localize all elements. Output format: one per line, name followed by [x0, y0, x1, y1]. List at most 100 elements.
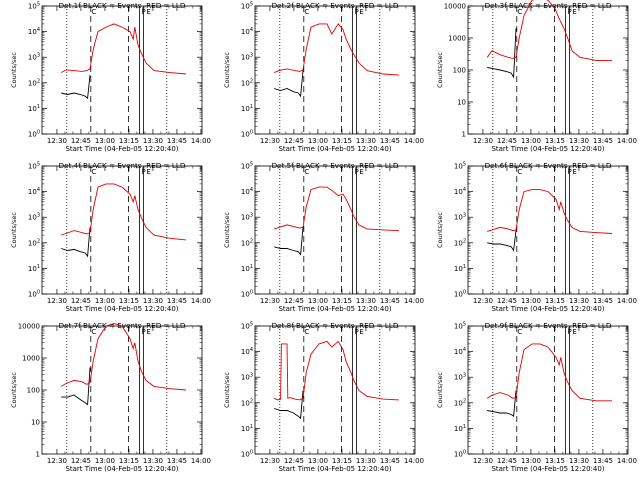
- x-tick-label: 12:45: [497, 457, 517, 465]
- x-tick-label: 13:15: [332, 137, 352, 145]
- x-tick-label: 13:15: [332, 297, 352, 305]
- marker-label-p: P: [141, 168, 145, 176]
- chart-panel-1: Det 1f BLACK = Events, RED = LLD 100 101 10…: [10, 1, 211, 153]
- plot-frame: [467, 325, 629, 455]
- x-tick-label: 13:15: [119, 457, 139, 465]
- x-tick-label: 13:30: [356, 137, 376, 145]
- marker-label-e: E: [572, 328, 576, 336]
- y-tick-label: 101: [28, 104, 40, 113]
- y-tick-label: 105: [454, 162, 466, 171]
- x-tick-label: 13:00: [95, 137, 115, 145]
- y-tick-label: 100: [241, 130, 253, 139]
- x-tick-label: 13:45: [380, 137, 400, 145]
- y-tick-label: 104: [28, 27, 40, 36]
- plot-frame: [254, 165, 416, 295]
- y-tick-label: 104: [454, 187, 466, 196]
- plot-frame: [254, 5, 416, 135]
- x-tick-label: 13:00: [308, 137, 328, 145]
- chart-title: Det 8f BLACK = Events, RED = LLD: [272, 321, 399, 330]
- x-tick-label: 13:00: [308, 457, 328, 465]
- x-tick-label: 13:30: [569, 297, 589, 305]
- x-tick-label: 13:15: [545, 137, 565, 145]
- y-tick-label: 10: [31, 419, 40, 427]
- y-tick-label: 104: [241, 187, 253, 196]
- x-tick-label: 12:30: [47, 137, 67, 145]
- x-tick-label: 13:15: [545, 297, 565, 305]
- x-tick-label: 14:00: [191, 457, 211, 465]
- plot-frame: [467, 5, 629, 135]
- marker-label-p: P: [141, 328, 145, 336]
- x-tick-label: 13:00: [95, 297, 115, 305]
- y-tick-label: 101: [454, 264, 466, 273]
- x-tick-label: 12:45: [497, 137, 517, 145]
- x-tick-label: 13:30: [143, 457, 163, 465]
- marker-label-c: C: [91, 8, 96, 16]
- x-tick-label: 12:30: [473, 457, 493, 465]
- x-axis-label: Start Time (04-Feb-05 12:20:40): [278, 145, 391, 153]
- marker-label-c: C: [91, 168, 96, 176]
- x-tick-label: 13:45: [593, 297, 613, 305]
- chart-title: Det 1f BLACK = Events, RED = LLD: [59, 1, 186, 10]
- x-tick-label: 14:00: [404, 137, 424, 145]
- x-tick-label: 13:45: [593, 137, 613, 145]
- marker-label-c: C: [304, 168, 309, 176]
- series-line-lld: [274, 186, 400, 232]
- x-tick-label: 13:00: [521, 457, 541, 465]
- x-tick-label: 14:00: [191, 297, 211, 305]
- y-tick-label: 102: [28, 238, 40, 247]
- chart-panel-6: Det 6f BLACK = Events, RED = LLD 100 101 10…: [436, 161, 637, 313]
- marker-label-p: P: [354, 8, 358, 16]
- x-tick-label: 14:00: [404, 457, 424, 465]
- x-tick-label: 13:15: [545, 457, 565, 465]
- series-line-lld: [60, 323, 187, 391]
- x-tick-label: 13:45: [380, 457, 400, 465]
- y-tick-label: 102: [454, 398, 466, 407]
- x-tick-label: 13:45: [167, 457, 187, 465]
- y-tick-label: 102: [28, 78, 40, 87]
- series-line-events: [487, 28, 517, 79]
- x-tick-label: 13:45: [167, 137, 187, 145]
- marker-label-e: E: [359, 328, 363, 336]
- series-line-lld: [487, 189, 613, 234]
- x-tick-label: 13:45: [167, 297, 187, 305]
- series-line-lld: [60, 23, 187, 75]
- chart-panel-5: Det 5f BLACK = Events, RED = LLD 100 101 10…: [223, 161, 424, 313]
- y-tick-label: 103: [454, 373, 466, 382]
- y-tick-label: 103: [241, 213, 253, 222]
- x-tick-label: 13:45: [593, 457, 613, 465]
- x-axis-label: Start Time (04-Feb-05 12:20:40): [278, 465, 391, 473]
- series-line-lld: [273, 340, 400, 401]
- y-tick-label: 105: [28, 162, 40, 171]
- x-tick-label: 14:00: [617, 297, 637, 305]
- y-tick-label: 104: [241, 347, 253, 356]
- marker-label-e: E: [146, 328, 150, 336]
- x-tick-label: 12:45: [71, 457, 91, 465]
- marker-label-p: P: [567, 8, 571, 16]
- x-tick-label: 12:30: [260, 137, 280, 145]
- marker-label-c: C: [517, 328, 522, 336]
- y-axis-label: Counts/sec: [10, 212, 18, 248]
- y-tick-label: 100: [241, 450, 253, 459]
- chart-panel-9: Det 9f BLACK = Events, RED = LLD 100 101 10…: [436, 321, 637, 473]
- chart-panel-3: Det 3f BLACK = Events, RED = LLD 1 10 100 10…: [436, 0, 637, 153]
- x-tick-label: 12:30: [47, 297, 67, 305]
- y-tick-label: 102: [454, 238, 466, 247]
- x-tick-label: 13:00: [95, 457, 115, 465]
- series-line-events: [61, 75, 91, 100]
- marker-label-c: C: [304, 328, 309, 336]
- marker-label-e: E: [359, 168, 363, 176]
- chart-title: Det 5f BLACK = Events, RED = LLD: [272, 161, 399, 170]
- y-tick-label: 105: [241, 2, 253, 11]
- y-tick-label: 10000: [18, 323, 40, 331]
- x-tick-label: 12:45: [284, 457, 304, 465]
- x-axis-label: Start Time (04-Feb-05 12:20:40): [65, 465, 178, 473]
- marker-label-p: P: [354, 328, 358, 336]
- x-tick-label: 13:30: [356, 297, 376, 305]
- y-tick-label: 100: [453, 67, 466, 75]
- y-tick-label: 101: [28, 264, 40, 273]
- series-line-lld: [486, 0, 612, 61]
- marker-label-c: C: [517, 168, 522, 176]
- y-tick-label: 10000: [444, 3, 466, 11]
- x-tick-label: 12:30: [260, 457, 280, 465]
- y-tick-label: 103: [241, 53, 253, 62]
